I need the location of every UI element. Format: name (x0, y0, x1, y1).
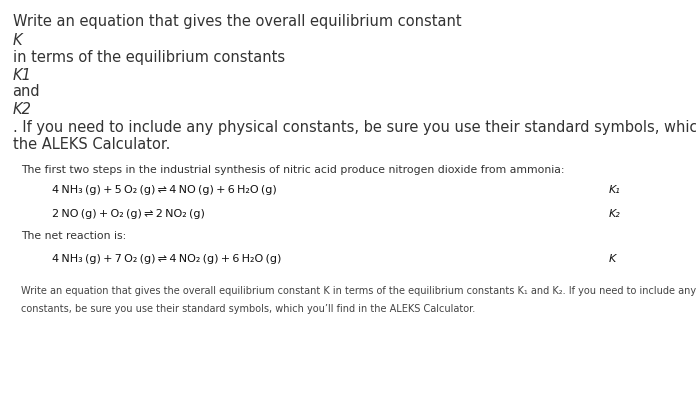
Text: The net reaction is:: The net reaction is: (21, 231, 126, 241)
Text: Write an equation that gives the overall equilibrium constant: Write an equation that gives the overall… (13, 14, 461, 29)
Text: 4 NH₃ (g) + 7 O₂ (g) ⇌ 4 NO₂ (g) + 6 H₂O (g): 4 NH₃ (g) + 7 O₂ (g) ⇌ 4 NO₂ (g) + 6 H₂O… (52, 254, 282, 264)
Text: and: and (13, 84, 40, 100)
Text: K₁: K₁ (609, 185, 621, 195)
Text: K₂: K₂ (609, 209, 621, 220)
Text: Write an equation that gives the overall equilibrium constant K in terms of the : Write an equation that gives the overall… (21, 286, 696, 296)
Text: K2: K2 (13, 102, 31, 117)
Text: 2 NO (g) + O₂ (g) ⇌ 2 NO₂ (g): 2 NO (g) + O₂ (g) ⇌ 2 NO₂ (g) (52, 209, 205, 220)
Text: 4 NH₃ (g) + 5 O₂ (g) ⇌ 4 NO (g) + 6 H₂O (g): 4 NH₃ (g) + 5 O₂ (g) ⇌ 4 NO (g) + 6 H₂O … (52, 185, 277, 195)
Text: The first two steps in the industrial synthesis of nitric acid produce nitrogen : The first two steps in the industrial sy… (21, 165, 564, 175)
Text: the ALEKS Calculator.: the ALEKS Calculator. (13, 137, 170, 152)
Text: K1: K1 (13, 68, 31, 83)
Text: in terms of the equilibrium constants: in terms of the equilibrium constants (13, 50, 285, 65)
Text: K: K (13, 33, 22, 48)
Text: K: K (609, 254, 616, 264)
Text: . If you need to include any physical constants, be sure you use their standard : . If you need to include any physical co… (13, 120, 696, 135)
Text: constants, be sure you use their standard symbols, which you’ll find in the ALEK: constants, be sure you use their standar… (21, 304, 475, 314)
